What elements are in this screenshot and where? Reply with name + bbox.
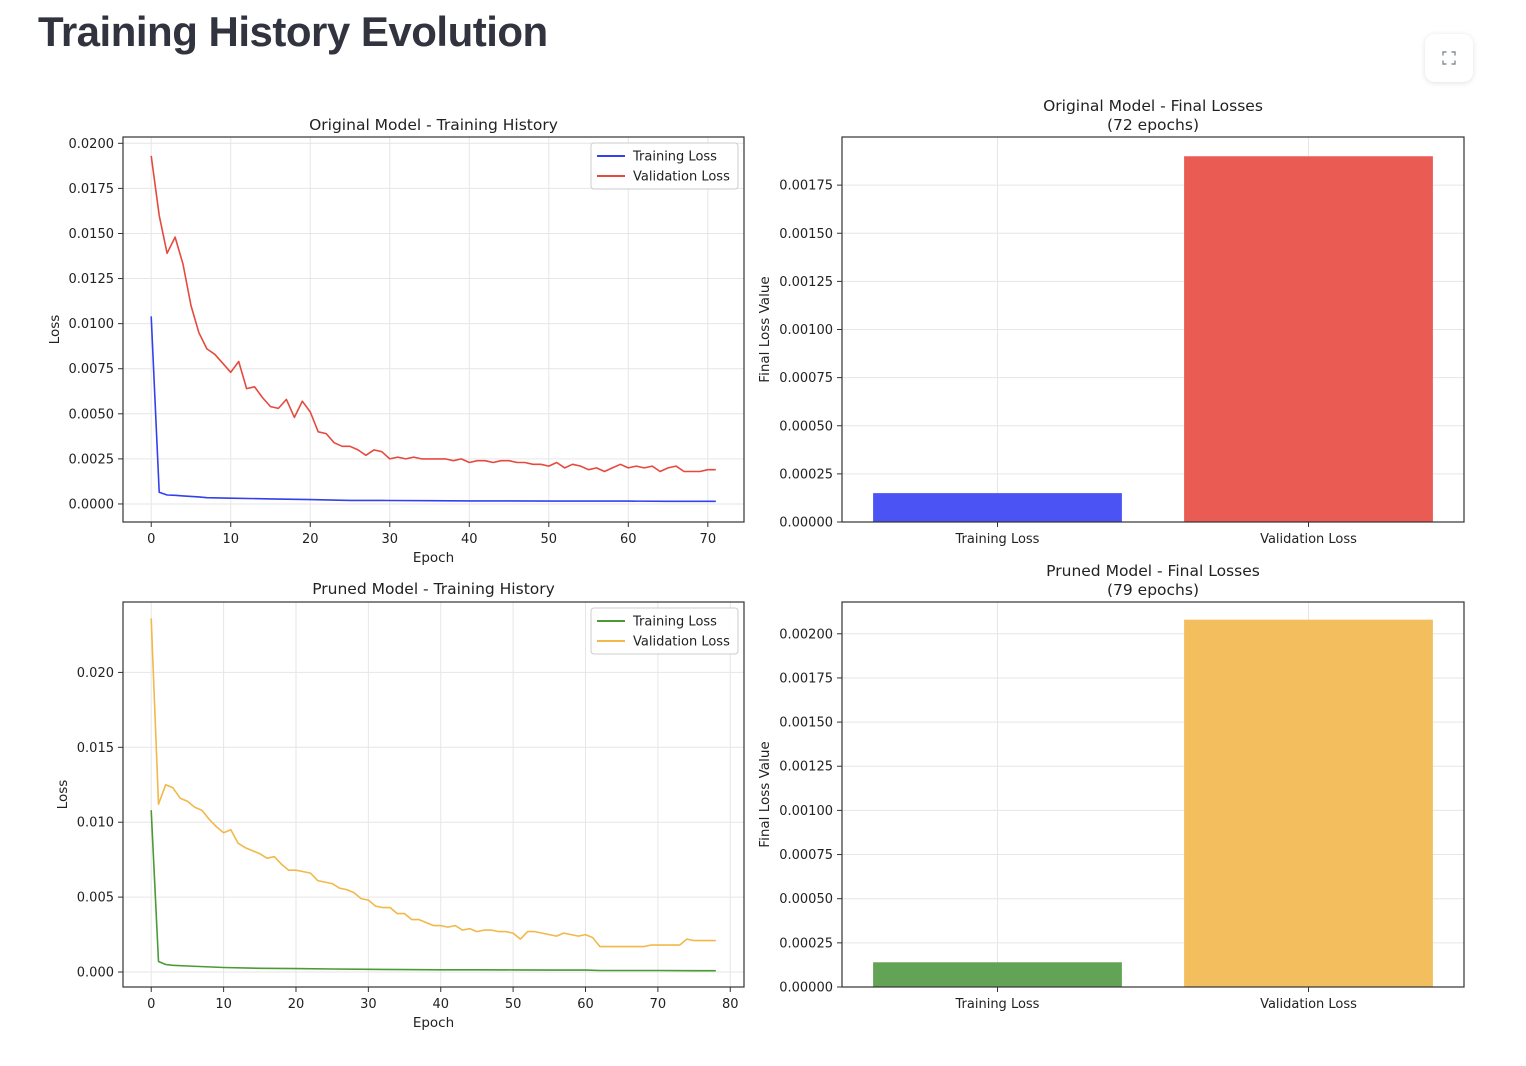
y-tick-label: 0.00000: [779, 981, 833, 996]
fullscreen-icon: [1442, 51, 1456, 65]
y-axis-label: Loss: [47, 315, 63, 345]
y-tick-label: 0.00175: [779, 671, 833, 686]
x-axis-label: Epoch: [413, 1015, 454, 1031]
y-axis-label: Final Loss Value: [757, 276, 773, 382]
y-tick-label: 0.0175: [69, 182, 115, 197]
y-tick-label: 0.00200: [779, 627, 833, 642]
y-tick-label: 0.020: [77, 666, 114, 681]
chart-orig_history: Original Model - Training History 0 10 20 30…: [47, 116, 745, 566]
series-line: [150, 155, 716, 473]
y-tick-label: 0.00175: [779, 179, 833, 194]
legend-label: Training Loss: [632, 150, 717, 165]
x-tick-label: Validation Loss: [1260, 997, 1357, 1012]
legend-frame: [590, 142, 739, 190]
x-tick-label: 50: [505, 997, 522, 1012]
series-line: [150, 618, 716, 948]
chart-pruned_history: Pruned Model - Training History 0 10 20 30 40…: [55, 580, 745, 1031]
x-tick-label: 30: [360, 997, 377, 1012]
y-tick-label: 0.0125: [69, 272, 115, 287]
y-axis-label: Loss: [55, 780, 71, 810]
plot-frame: [841, 601, 1465, 988]
y-tick-label: 0.00050: [779, 419, 833, 434]
chart-title: Original Model - Final Losses: [1043, 97, 1263, 115]
chart-title: Pruned Model - Final Losses: [1046, 562, 1260, 580]
bar: [873, 962, 1122, 987]
fullscreen-button[interactable]: [1425, 34, 1473, 82]
x-tick-label: 40: [432, 997, 449, 1012]
chart-title: Original Model - Training History: [309, 116, 558, 134]
y-tick-label: 0.015: [77, 741, 114, 756]
y-tick-label: 0.0050: [69, 407, 115, 422]
y-tick-label: 0.00125: [779, 275, 833, 290]
chart-pruned_final: Pruned Model - Final Losses(79 epochs) Tr…: [757, 562, 1465, 1012]
series-line: [150, 316, 716, 503]
y-tick-label: 0.00100: [779, 804, 833, 819]
x-tick-label: 70: [700, 532, 717, 547]
y-tick-label: 0.000: [77, 966, 114, 981]
y-tick-label: 0.00150: [779, 716, 833, 731]
y-tick-label: 0.0075: [69, 362, 115, 377]
chart-title: Pruned Model - Training History: [312, 580, 555, 598]
x-tick-label: 0: [147, 532, 155, 547]
legend-label: Validation Loss: [633, 635, 730, 650]
y-tick-label: 0.0200: [69, 137, 115, 152]
y-tick-label: 0.00025: [779, 467, 833, 482]
legend-frame: [590, 607, 739, 655]
x-tick-label: 30: [381, 532, 398, 547]
y-tick-label: 0.00000: [779, 516, 833, 531]
x-tick-label: Validation Loss: [1260, 532, 1357, 547]
chart-title: (79 epochs): [1107, 581, 1199, 599]
bar: [1184, 156, 1433, 522]
legend-label: Training Loss: [632, 615, 717, 630]
chart-orig_final: Original Model - Final Losses(72 epochs)…: [757, 97, 1465, 547]
x-tick-label: 20: [288, 997, 305, 1012]
x-tick-label: 10: [222, 532, 239, 547]
x-tick-label: 20: [302, 532, 319, 547]
y-tick-label: 0.00125: [779, 760, 833, 775]
x-tick-label: 80: [722, 997, 739, 1012]
x-tick-label: 50: [541, 532, 558, 547]
x-tick-label: 40: [461, 532, 478, 547]
x-tick-label: Training Loss: [955, 532, 1040, 547]
x-tick-label: Training Loss: [955, 997, 1040, 1012]
chart-title: (72 epochs): [1107, 116, 1199, 134]
bar: [873, 493, 1122, 522]
x-axis-label: Epoch: [413, 550, 454, 566]
y-tick-label: 0.0000: [69, 497, 115, 512]
y-tick-label: 0.00075: [779, 848, 833, 863]
x-tick-label: 0: [147, 997, 155, 1012]
y-tick-label: 0.00050: [779, 892, 833, 907]
x-tick-label: 70: [650, 997, 667, 1012]
x-tick-label: 10: [215, 997, 232, 1012]
series-line: [150, 810, 716, 972]
plot-frame: [122, 136, 745, 523]
y-tick-label: 0.0025: [69, 452, 115, 467]
x-tick-label: 60: [620, 532, 637, 547]
y-tick-label: 0.0150: [69, 227, 115, 242]
y-tick-label: 0.00100: [779, 323, 833, 338]
y-tick-label: 0.0100: [69, 317, 115, 332]
y-tick-label: 0.00075: [779, 371, 833, 386]
x-tick-label: 60: [577, 997, 594, 1012]
y-axis-label: Final Loss Value: [757, 741, 773, 847]
legend: Training Loss Validation Loss: [590, 607, 739, 655]
y-tick-label: 0.010: [77, 816, 114, 831]
y-tick-label: 0.005: [77, 891, 114, 906]
page-title: Training History Evolution: [38, 8, 548, 55]
y-tick-label: 0.00025: [779, 936, 833, 951]
legend: Training Loss Validation Loss: [590, 142, 739, 190]
y-tick-label: 0.00150: [779, 227, 833, 242]
legend-label: Validation Loss: [633, 170, 730, 185]
bar: [1184, 619, 1433, 987]
plot-frame: [122, 601, 745, 988]
